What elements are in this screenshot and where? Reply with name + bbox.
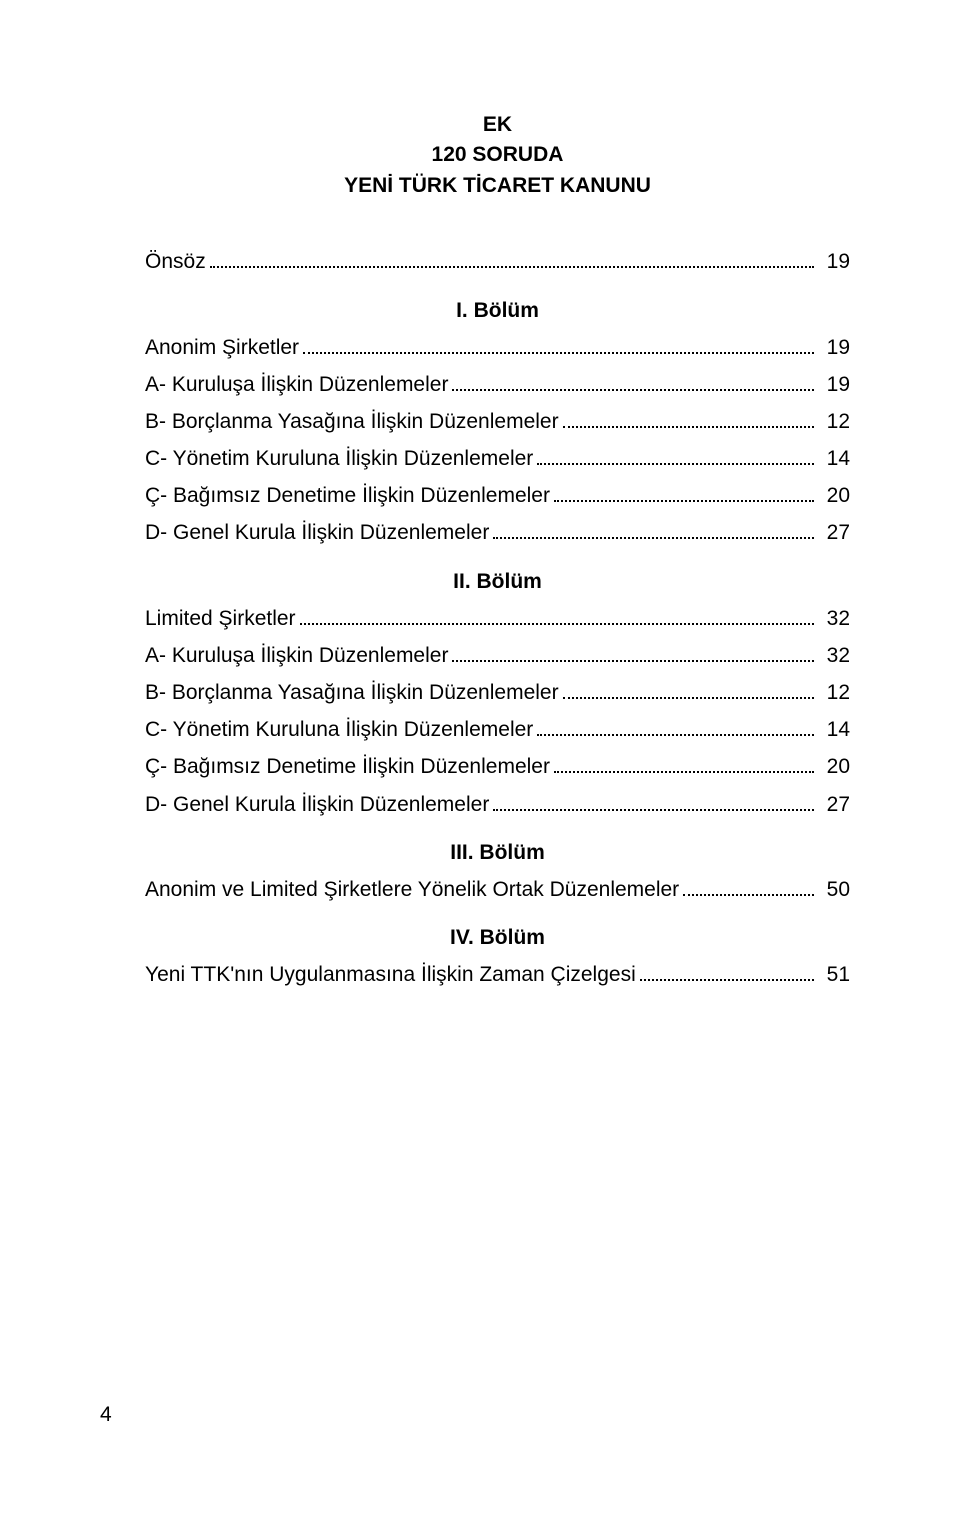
section-heading: III. Bölüm (145, 841, 850, 865)
toc-entry: A- Kuruluşa İlişkin Düzenlemeler 32 (145, 643, 850, 668)
toc-entry-label: A- Kuruluşa İlişkin Düzenlemeler (145, 372, 448, 397)
toc-entry-label: A- Kuruluşa İlişkin Düzenlemeler (145, 643, 448, 668)
toc-entry-label: D- Genel Kurula İlişkin Düzenlemeler (145, 520, 489, 545)
toc-entry-label: B- Borçlanma Yasağına İlişkin Düzenlemel… (145, 680, 559, 705)
toc-entry-page: 32 (818, 643, 850, 668)
toc-dot-leader (493, 523, 814, 540)
toc-dot-leader (210, 252, 814, 269)
toc-entry: Ç- Bağımsız Denetime İlişkin Düzenlemele… (145, 483, 850, 508)
toc-entry-page: 12 (818, 680, 850, 705)
toc-entry-page: 50 (818, 877, 850, 902)
toc-dot-leader (303, 337, 814, 354)
toc-entry-page: 14 (818, 446, 850, 471)
toc-entry: D- Genel Kurula İlişkin Düzenlemeler 27 (145, 520, 850, 545)
toc-dot-leader (640, 964, 814, 981)
toc-entry-page: 32 (818, 606, 850, 631)
toc-entry-page: 27 (818, 520, 850, 545)
toc-dot-leader (452, 374, 814, 391)
toc-entry: B- Borçlanma Yasağına İlişkin Düzenlemel… (145, 409, 850, 434)
toc-entry: Yeni TTK'nın Uygulanmasına İlişkin Zaman… (145, 962, 850, 987)
toc-entry: Önsöz 19 (145, 249, 850, 274)
toc-entry: A- Kuruluşa İlişkin Düzenlemeler 19 (145, 372, 850, 397)
toc-dot-leader (563, 682, 814, 699)
toc-entry-page: 51 (818, 962, 850, 987)
document-title: EK 120 SORUDA YENİ TÜRK TİCARET KANUNU (145, 110, 850, 201)
toc-entry-label: Anonim Şirketler (145, 335, 299, 360)
toc-entry: Ç- Bağımsız Denetime İlişkin Düzenlemele… (145, 754, 850, 779)
section-heading: I. Bölüm (145, 299, 850, 323)
toc-entry-page: 14 (818, 717, 850, 742)
toc-entry: B- Borçlanma Yasağına İlişkin Düzenlemel… (145, 680, 850, 705)
toc-entry-page: 20 (818, 754, 850, 779)
toc-dot-leader (537, 719, 814, 736)
toc-entry: C- Yönetim Kuruluna İlişkin Düzenlemeler… (145, 717, 850, 742)
toc-dot-leader (563, 411, 814, 428)
toc-entry: Anonim Şirketler 19 (145, 335, 850, 360)
toc-dot-leader (452, 645, 814, 662)
toc-dot-leader (554, 757, 814, 774)
toc-entry-label: C- Yönetim Kuruluna İlişkin Düzenlemeler (145, 446, 533, 471)
page-number: 4 (100, 1403, 112, 1427)
toc-entry-page: 27 (818, 792, 850, 817)
toc-entry-label: B- Borçlanma Yasağına İlişkin Düzenlemel… (145, 409, 559, 434)
toc-dot-leader (537, 448, 814, 465)
section-heading: IV. Bölüm (145, 926, 850, 950)
toc-dot-leader (683, 879, 814, 896)
toc-entry-label: D- Genel Kurula İlişkin Düzenlemeler (145, 792, 489, 817)
toc-dot-leader (554, 485, 814, 502)
toc-entry-label: Ç- Bağımsız Denetime İlişkin Düzenlemele… (145, 483, 550, 508)
section-heading: II. Bölüm (145, 570, 850, 594)
toc-entry: Limited Şirketler 32 (145, 606, 850, 631)
table-of-contents: Önsöz19I. BölümAnonim Şirketler19A- Kuru… (145, 249, 850, 987)
toc-entry: D- Genel Kurula İlişkin Düzenlemeler 27 (145, 792, 850, 817)
toc-entry-page: 19 (818, 335, 850, 360)
title-line-3: YENİ TÜRK TİCARET KANUNU (145, 171, 850, 201)
toc-entry: Anonim ve Limited Şirketlere Yönelik Ort… (145, 877, 850, 902)
toc-entry-label: Ç- Bağımsız Denetime İlişkin Düzenlemele… (145, 754, 550, 779)
toc-entry-page: 12 (818, 409, 850, 434)
toc-entry-label: C- Yönetim Kuruluna İlişkin Düzenlemeler (145, 717, 533, 742)
toc-entry-page: 19 (818, 372, 850, 397)
toc-entry-label: Yeni TTK'nın Uygulanmasına İlişkin Zaman… (145, 962, 636, 987)
toc-entry-page: 19 (818, 249, 850, 274)
toc-dot-leader (300, 608, 814, 625)
title-line-1: EK (145, 110, 850, 140)
toc-entry: C- Yönetim Kuruluna İlişkin Düzenlemeler… (145, 446, 850, 471)
title-line-2: 120 SORUDA (145, 140, 850, 170)
toc-entry-label: Limited Şirketler (145, 606, 296, 631)
toc-entry-label: Anonim ve Limited Şirketlere Yönelik Ort… (145, 877, 679, 902)
toc-entry-label: Önsöz (145, 249, 206, 274)
toc-entry-page: 20 (818, 483, 850, 508)
page: EK 120 SORUDA YENİ TÜRK TİCARET KANUNU Ö… (0, 0, 960, 1517)
toc-dot-leader (493, 794, 814, 811)
